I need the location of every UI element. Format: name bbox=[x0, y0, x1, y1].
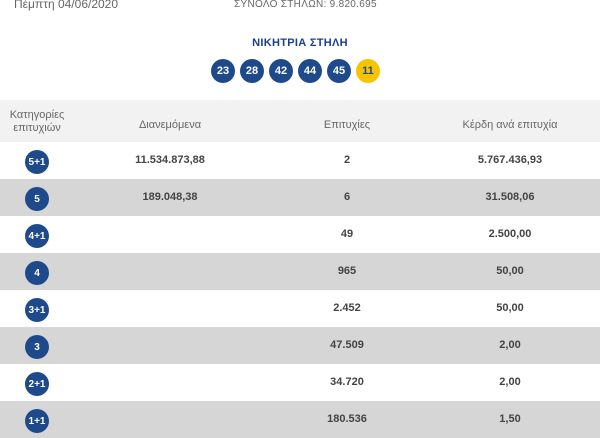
prize-cell: 2,00 bbox=[499, 339, 521, 351]
winners-cell: 49 bbox=[340, 228, 354, 240]
category-badge: 4 bbox=[25, 261, 49, 285]
joker-number-ball: 11 bbox=[356, 59, 380, 83]
category-badge: 5+1 bbox=[25, 150, 49, 174]
table-row: 1+1 180.536 1,50 bbox=[0, 401, 600, 438]
prize-cell: 50,00 bbox=[496, 302, 524, 314]
top-info-bar: Πέμπτη 04/06/2020 ΣΥΝΟΛΟ ΣΤΗΛΩΝ: 9.820.6… bbox=[0, 0, 600, 16]
header-distributed: Διανεμόμενα bbox=[138, 119, 202, 131]
winning-number-ball: 42 bbox=[269, 59, 293, 83]
winning-number-ball: 44 bbox=[298, 59, 322, 83]
prize-cell: 2.500,00 bbox=[488, 228, 532, 240]
table-row: 4 965 50,00 bbox=[0, 253, 600, 290]
table-row: 2+1 34.720 2,00 bbox=[0, 364, 600, 401]
winners-cell: 180.536 bbox=[327, 413, 367, 425]
winning-column-title: ΝΙΚΗΤΡΙΑ ΣΤΗΛΗ bbox=[252, 37, 348, 49]
winners-cell: 2 bbox=[343, 154, 351, 166]
header-category: Κατηγορίες επιτυχιών bbox=[9, 109, 65, 134]
winners-cell: 34.720 bbox=[330, 376, 364, 388]
draw-date: Πέμπτη 04/06/2020 bbox=[14, 0, 119, 11]
table-header: Κατηγορίες επιτυχιών Διανεμόμενα Επιτυχί… bbox=[0, 100, 600, 142]
category-badge: 2+1 bbox=[25, 372, 49, 396]
winners-cell: 6 bbox=[343, 191, 351, 203]
prize-cell: 5.767.436,93 bbox=[477, 154, 543, 166]
category-badge: 1+1 bbox=[25, 409, 49, 433]
distributed-cell: 11.534.873,88 bbox=[135, 154, 205, 166]
category-badge: 4+1 bbox=[25, 224, 49, 248]
prize-cell: 50,00 bbox=[496, 265, 524, 277]
winners-cell: 2.452 bbox=[333, 302, 361, 314]
category-badge: 5 bbox=[25, 187, 49, 211]
total-columns: ΣΥΝΟΛΟ ΣΤΗΛΩΝ: 9.820.695 bbox=[234, 0, 377, 10]
table-row: 3 47.509 2,00 bbox=[0, 327, 600, 364]
winning-number-ball: 23 bbox=[211, 59, 235, 83]
header-winners: Επιτυχίες bbox=[323, 119, 371, 131]
table-row: 3+1 2.452 50,00 bbox=[0, 290, 600, 327]
distributed-cell: 189.048,38 bbox=[142, 191, 198, 203]
winning-number-ball: 45 bbox=[327, 59, 351, 83]
winning-numbers: 23 28 42 44 45 11 bbox=[211, 59, 380, 83]
prize-cell: 2,00 bbox=[499, 376, 521, 388]
winners-cell: 47.509 bbox=[330, 339, 364, 351]
table-row: 5+1 11.534.873,88 2 5.767.436,93 bbox=[0, 142, 600, 179]
header-prize-per-winner: Κέρδη ανά επιτυχία bbox=[462, 119, 558, 131]
category-badge: 3 bbox=[25, 335, 49, 359]
prize-cell: 1,50 bbox=[499, 413, 521, 425]
prize-cell: 31.508,06 bbox=[485, 191, 535, 203]
category-badge: 3+1 bbox=[25, 298, 49, 322]
winning-number-ball: 28 bbox=[240, 59, 264, 83]
table-row: 5 189.048,38 6 31.508,06 bbox=[0, 179, 600, 216]
winners-cell: 965 bbox=[337, 265, 357, 277]
table-row: 4+1 49 2.500,00 bbox=[0, 216, 600, 253]
